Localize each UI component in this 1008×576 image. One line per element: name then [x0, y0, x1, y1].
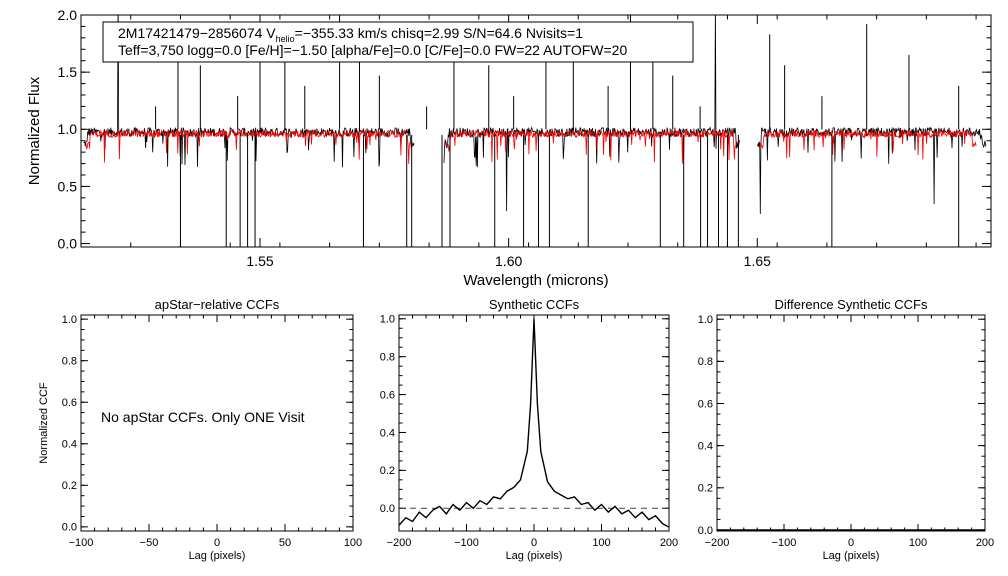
difference-ytick-label: 0.8 [698, 356, 713, 368]
spectrum-ytick-label: 2.0 [58, 7, 78, 23]
synthetic-ytick-label: 0.4 [380, 427, 395, 439]
apstar-xtick-label: 50 [279, 537, 291, 549]
apstar-title: apStar−relative CCFs [155, 297, 280, 312]
spectrum-xtick-label: 1.65 [744, 253, 771, 269]
synthetic-ccf-line [398, 318, 670, 528]
apstar-no-ccf-message: No apStar CCFs. Only ONE Visit [101, 409, 305, 425]
synthetic-title: Synthetic CCFs [489, 297, 580, 312]
apstar-ytick-label: 1.0 [62, 314, 77, 326]
synthetic-ytick-label: 0.2 [380, 465, 395, 477]
difference-xtick-label: −100 [772, 537, 797, 549]
spectrum-series-model [85, 128, 977, 164]
annotation-box [102, 21, 694, 63]
difference-xtick-label: 200 [976, 537, 994, 549]
spectrum-observed-segment-2 [443, 15, 741, 212]
synthetic-ytick-label: 0.0 [380, 503, 395, 515]
spectrum-ytick-label: 0.0 [58, 235, 78, 251]
synthetic-ytick-label: 0.6 [380, 389, 395, 401]
apstar-xtick-label: 0 [214, 537, 220, 549]
apstar-ytick-label: 0.2 [62, 480, 77, 492]
synthetic-xtick-label: 200 [660, 537, 678, 549]
difference-xlabel: Lag (pixels) [823, 550, 880, 562]
synthetic-xtick-label: 0 [531, 537, 537, 549]
spectrum-axes: 1.55 1.60 1.65 0.0 0.5 1.0 1.5 2.0 Wavelength (m… [26, 7, 992, 289]
annotation-line-2: Teff=3,750 logg=0.0 [Fe/H]=−1.50 [alpha/… [118, 42, 627, 58]
difference-xtick-label: −200 [705, 537, 730, 549]
difference-ytick-label: 0.2 [698, 483, 713, 495]
apstar-ytick-label: 0.6 [62, 397, 77, 409]
difference-ytick-label: 0.6 [698, 398, 713, 410]
synthetic-frame [398, 314, 670, 532]
spectrum-observed-segment-3 [756, 126, 987, 215]
difference-xtick-label: 100 [909, 537, 927, 549]
synthetic-ytick-label: 0.8 [380, 352, 395, 364]
annotation-line-1: 2M17421479−2856074 Vhelio=−355.33 km/s c… [118, 25, 583, 44]
spectrum-ytick-label: 0.5 [58, 178, 78, 194]
spectrum-xlabel: Wavelength (microns) [463, 272, 608, 289]
apstar-xtick-label: 100 [344, 537, 362, 549]
difference-frame [716, 314, 986, 532]
difference-ytick-label: 0.4 [698, 441, 713, 453]
spectrum-model-segment-2 [446, 128, 738, 164]
spectrum-model-segment-3 [759, 129, 977, 160]
apstar-axes: −100 −50 0 50 100 0.0 0.2 0.4 0.6 0.8 1.0 Lag (pixe… [38, 297, 362, 562]
difference-xtick-label: 0 [848, 537, 854, 549]
synthetic-ytick-label: 1.0 [380, 314, 395, 326]
spectrum-ytick-label: 1.0 [58, 121, 78, 137]
synthetic-axes: −200 −100 0 100 200 0.0 0.2 0.4 0.6 0.8 1.0 Lag (pi… [380, 297, 678, 562]
spectrum-xtick-label: 1.55 [246, 253, 273, 269]
synthetic-xlabel: Lag (pixels) [506, 550, 563, 562]
difference-ytick-label: 0.0 [698, 525, 713, 537]
apstar-ytick-label: 0.8 [62, 356, 77, 368]
spectrum-frame [80, 14, 992, 248]
synthetic-xtick-label: 100 [592, 537, 610, 549]
apstar-xtick-label: −100 [69, 537, 94, 549]
apstar-ytick-label: 0.0 [62, 522, 77, 534]
apstar-xtick-label: −50 [140, 537, 159, 549]
synthetic-xtick-label: −100 [454, 537, 479, 549]
difference-title: Difference Synthetic CCFs [775, 297, 928, 312]
synthetic-xtick-label: −200 [387, 537, 412, 549]
spectrum-xtick-label: 1.60 [495, 253, 522, 269]
spectrum-annotation: 2M17421479−2856074 Vhelio=−355.33 km/s c… [102, 21, 694, 63]
spectrum-model-segment-1 [85, 128, 413, 164]
apstar-ylabel: Normalized CCF [38, 382, 50, 464]
apstar-ytick-label: 0.4 [62, 439, 77, 451]
difference-ytick-label: 1.0 [698, 314, 713, 326]
spectrum-ylabel: Normalized Flux [26, 76, 43, 185]
difference-axes: −200 −100 0 100 200 0.0 0.2 0.4 0.6 0.8 1.0 Lag (pi… [698, 297, 994, 562]
spectrum-ytick-label: 1.5 [58, 64, 78, 80]
apstar-xlabel: Lag (pixels) [189, 550, 246, 562]
